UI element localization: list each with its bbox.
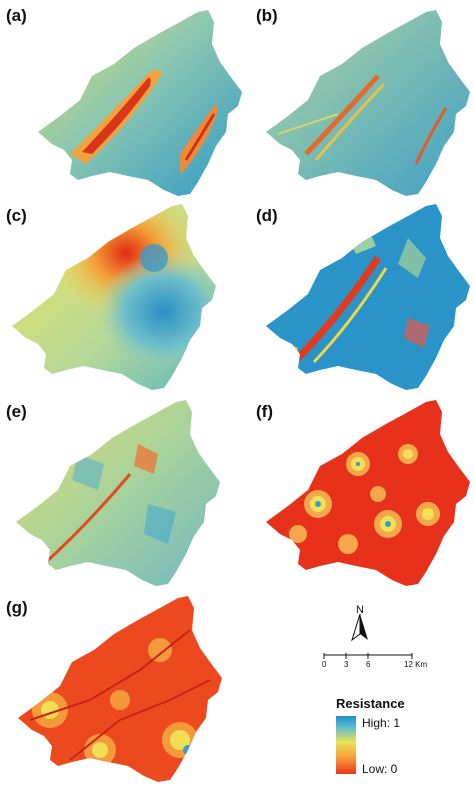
map-panel-c	[4, 198, 226, 394]
resistance-legend: Resistance High: 1 Low: 0	[322, 696, 442, 786]
map-panel-g	[10, 590, 222, 786]
north-letter: N	[356, 604, 364, 616]
map-panel-e	[8, 394, 220, 590]
scale-bar	[322, 652, 422, 676]
panel-label-b: (b)	[256, 6, 278, 25]
panel-label-a: (a)	[6, 6, 27, 25]
legend-color-ramp	[336, 716, 356, 774]
map-panel-b	[258, 4, 470, 200]
map-panel-a	[30, 4, 242, 200]
panel-label-d: (d)	[256, 206, 278, 225]
north-arrow-icon	[348, 608, 372, 647]
scale-tick-12: 12 Km	[404, 660, 428, 669]
panel-label-f: (f)	[256, 402, 273, 421]
legend-title: Resistance	[336, 696, 405, 711]
scale-tick-6: 6	[366, 660, 371, 669]
scale-tick-0: 0	[322, 660, 327, 669]
legend-high-label: High: 1	[362, 716, 401, 730]
panel-label-c: (c)	[6, 206, 27, 225]
panel-label-g: (g)	[6, 598, 28, 617]
scale-tick-3: 3	[344, 660, 349, 669]
legend-low-label: Low: 0	[362, 762, 398, 776]
map-panel-f	[258, 394, 470, 590]
panel-label-e: (e)	[6, 402, 27, 421]
map-panel-d	[258, 198, 470, 394]
